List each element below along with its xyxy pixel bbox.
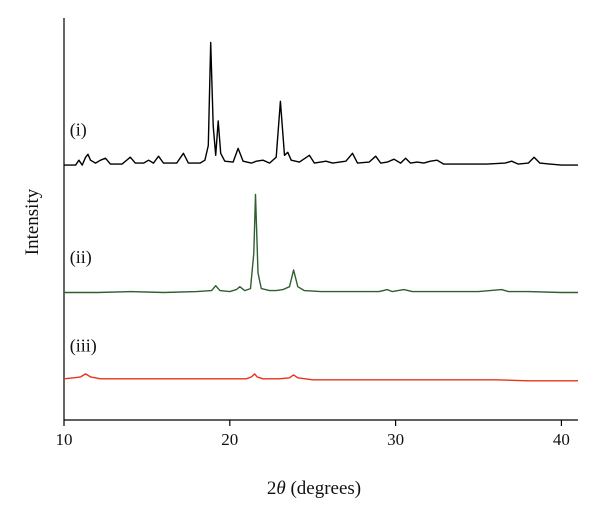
x-axis-ticks: 10 20 30 40 [56,420,570,449]
series-line [64,41,578,166]
x-axis-title-suffix: (degrees) [286,478,361,499]
plot-area: 10 20 30 40 (i) (ii) (iii) [56,18,578,449]
x-tick-label: 30 [387,430,404,449]
series-layer: (i) (ii) (iii) [63,41,578,382]
y-axis-title: Intensity [22,188,43,255]
series-label: (iii) [70,335,97,356]
x-tick-label: 10 [56,430,73,449]
series-line [63,373,578,382]
x-tick-label: 20 [221,430,238,449]
x-axis-title: 2θ (degrees) [267,478,361,499]
series-label: (ii) [70,247,92,268]
series-label: (i) [70,120,87,141]
series-line [64,193,578,294]
x-tick-label: 40 [553,430,570,449]
x-axis-title-prefix: 2 [267,478,277,499]
x-axis-title-symbol: θ [276,478,285,499]
